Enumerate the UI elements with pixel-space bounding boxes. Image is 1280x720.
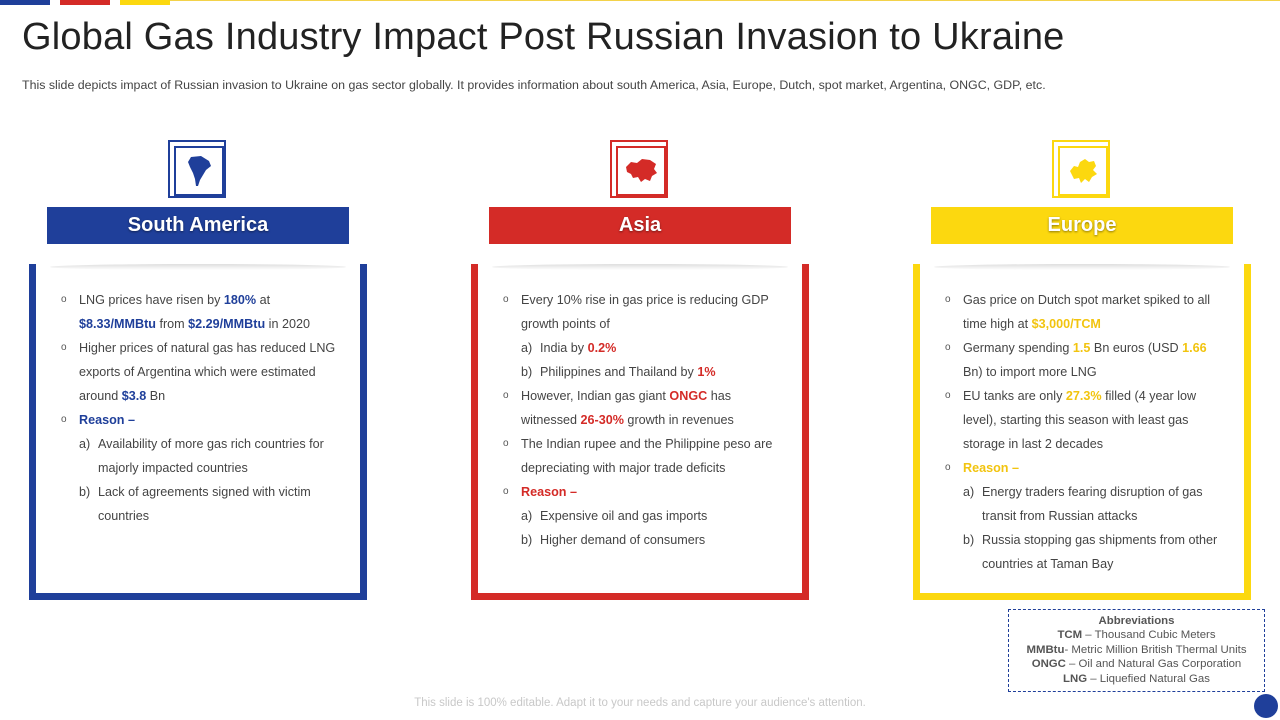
asia-map-icon bbox=[626, 159, 657, 182]
list-sub-item: a) Expensive oil and gas imports bbox=[521, 509, 708, 523]
abbreviation-row: MMBtu- Metric Million British Thermal Un… bbox=[1026, 643, 1247, 656]
europe-list: o Gas price on Dutch spot market spiked t… bbox=[938, 288, 1228, 576]
slide-title: Global Gas Industry Impact Post Russian … bbox=[22, 16, 1065, 58]
abbreviation-row: LNG – Liquefied Natural Gas bbox=[1063, 672, 1210, 685]
list-item: o Every 10% rise in gas price is reducing… bbox=[503, 293, 769, 331]
europe-map-icon bbox=[1070, 159, 1097, 183]
asia-card: o Every 10% rise in gas price is reducing… bbox=[471, 264, 809, 600]
abbreviation-row: TCM – Thousand Cubic Meters bbox=[1057, 629, 1216, 642]
list-sub-item: b) Higher demand of consumers bbox=[521, 533, 706, 547]
south-america-heading: South America bbox=[47, 207, 349, 244]
europe-card: o Gas price on Dutch spot market spiked t… bbox=[913, 264, 1251, 600]
list-item: o Higher prices of natural gas has reduce… bbox=[61, 341, 336, 403]
list-item: o The Indian rupee and the Philippine pes… bbox=[503, 437, 773, 475]
card-top-shadow bbox=[492, 264, 788, 270]
south-america-list: o LNG prices have risen by 180% at $8.33/… bbox=[54, 288, 344, 528]
footer-note: This slide is 100% editable. Adapt it to… bbox=[414, 697, 866, 709]
list-sub-item: a) Energy traders fearing disruption of g… bbox=[963, 485, 1203, 523]
list-item: o LNG prices have risen by 180% at $8.33/… bbox=[61, 293, 310, 331]
list-sub-item: b) Russia stopping gas shipments from oth… bbox=[963, 533, 1218, 571]
abbreviations-box: Abbreviations TCM – Thousand Cubic Meter… bbox=[1008, 609, 1265, 692]
reason-heading: o Reason – bbox=[503, 485, 577, 499]
list-sub-item: b) Philippines and Thailand by 1% bbox=[521, 365, 716, 379]
list-item: o Gas price on Dutch spot market spiked t… bbox=[945, 293, 1211, 331]
south-america-map-icon bbox=[188, 156, 211, 186]
card-top-shadow bbox=[934, 264, 1230, 270]
list-sub-item: a) India by 0.2% bbox=[521, 341, 617, 355]
list-item: o Germany spending 1.5 Bn euros (USD 1.66… bbox=[945, 341, 1207, 379]
slide-subtitle: This slide depicts impact of Russian inv… bbox=[22, 78, 1046, 92]
europe-heading: Europe bbox=[931, 207, 1233, 244]
asia-icon-box bbox=[610, 140, 668, 198]
top-stripe-red bbox=[60, 0, 110, 5]
abbreviations-title: Abbreviations bbox=[1098, 615, 1175, 627]
corner-decoration bbox=[1254, 694, 1278, 718]
card-top-shadow bbox=[50, 264, 346, 270]
asia-heading: Asia bbox=[489, 207, 791, 244]
reason-heading: o Reason – bbox=[945, 461, 1019, 475]
list-item: o EU tanks are only 27.3% filled (4 year … bbox=[945, 389, 1197, 451]
south-america-icon-box bbox=[168, 140, 226, 198]
list-sub-item: a) Availability of more gas rich countrie… bbox=[79, 437, 324, 475]
top-line bbox=[170, 0, 1280, 1]
top-stripe-blue bbox=[0, 0, 50, 5]
south-america-card: o LNG prices have risen by 180% at $8.33/… bbox=[29, 264, 367, 600]
europe-icon-box bbox=[1052, 140, 1110, 198]
top-stripe-yellow bbox=[120, 0, 170, 5]
abbreviation-row: ONGC – Oil and Natural Gas Corporation bbox=[1031, 658, 1242, 671]
asia-list: o Every 10% rise in gas price is reducing… bbox=[496, 288, 786, 552]
list-sub-item: b) Lack of agreements signed with victim … bbox=[79, 485, 311, 523]
top-decoration bbox=[0, 0, 1280, 5]
list-item: o However, Indian gas giant ONGC has witn… bbox=[503, 389, 734, 427]
reason-heading: o Reason – bbox=[61, 413, 135, 427]
